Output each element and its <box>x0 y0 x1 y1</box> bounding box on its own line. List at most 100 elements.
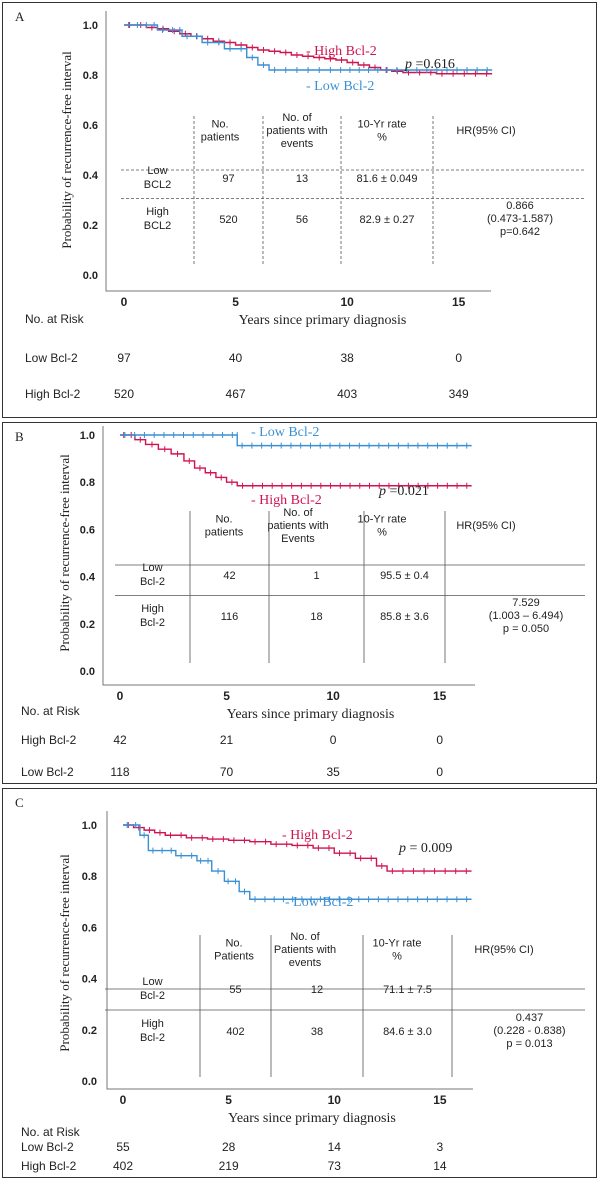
table-header: 10-Yr rate% <box>373 938 422 963</box>
y-tick-label: 0.0 <box>80 666 95 678</box>
table-cell: 95.5 ± 0.4 <box>380 570 429 582</box>
x-axis-label: Years since primary diagnosis <box>239 313 407 328</box>
y-tick-label: 1.0 <box>83 20 98 32</box>
x-tick-label: 0 <box>117 689 124 703</box>
risk-table-title: No. at Risk <box>21 704 81 718</box>
table-cell: 81.6 ± 0.049 <box>356 173 417 185</box>
table-header: 10-Yr rate% <box>358 119 407 144</box>
high-bcl2-label: - High Bcl-2 <box>251 493 322 508</box>
low-bcl2-curve <box>123 824 472 900</box>
table-cell: 55 <box>229 984 241 996</box>
risk-value: 14 <box>433 1159 447 1173</box>
table-row-label: High BCL2 <box>144 206 172 232</box>
y-tick-label: 0.8 <box>83 70 98 82</box>
x-tick-label: 5 <box>225 1093 232 1107</box>
table-header: HR(95% CI) <box>456 125 515 137</box>
y-tick-label: 0.4 <box>83 170 99 182</box>
y-tick-label: 1.0 <box>82 820 97 832</box>
table-row-label: High Bcl-2 <box>140 1018 165 1044</box>
risk-value: 40 <box>229 351 243 365</box>
table-cell: 12 <box>311 984 323 996</box>
risk-value: 403 <box>337 387 357 401</box>
risk-value: 118 <box>110 765 129 779</box>
y-tick-label: 0.4 <box>82 974 98 986</box>
table-header: HR(95% CI) <box>456 520 515 532</box>
y-tick-label: 0.8 <box>80 477 95 489</box>
panel-label: A <box>15 9 25 24</box>
high-bcl2-curve <box>120 434 472 487</box>
x-tick-label: 10 <box>340 295 354 309</box>
y-tick-label: 0.0 <box>83 270 98 282</box>
y-tick-label: 0.8 <box>82 871 97 883</box>
panel-a: A 0.0 0.2 0.4 0.6 0.8 1.0 0 5 10 15 Years since pri… <box>2 2 597 418</box>
low-bcl2-label: - Low Bcl-2 <box>285 895 353 910</box>
table-header: HR(95% CI) <box>474 944 533 956</box>
x-tick-label: 10 <box>328 1093 342 1107</box>
risk-value: 14 <box>328 1140 342 1154</box>
x-axis-label: Years since primary diagnosis <box>227 707 395 722</box>
table-header: No. patients <box>205 514 244 539</box>
risk-value: 38 <box>340 351 354 365</box>
y-tick-label: 0.6 <box>80 524 95 536</box>
risk-table-title: No. at Risk <box>25 312 85 326</box>
panel-label: B <box>15 429 24 444</box>
risk-row-label: Low Bcl-2 <box>21 1140 74 1154</box>
table-cell: 85.8 ± 3.6 <box>380 611 429 623</box>
low-bcl2-label: - Low Bcl-2 <box>306 79 374 94</box>
table-header: 10-Yr rate% <box>358 514 407 539</box>
risk-value: 0 <box>330 733 337 747</box>
x-axis-label: Years since primary diagnosis <box>228 1111 396 1126</box>
risk-value: 70 <box>220 765 234 779</box>
y-tick-label: 0.2 <box>82 1025 97 1037</box>
x-tick-label: 15 <box>452 295 466 309</box>
risk-value: 42 <box>113 733 127 747</box>
y-tick-label: 1.0 <box>80 430 95 442</box>
risk-value: 0 <box>436 733 443 747</box>
x-tick-label: 5 <box>232 295 239 309</box>
table-cell: 1 <box>313 570 319 582</box>
risk-value: 219 <box>219 1159 239 1173</box>
table-cell: 18 <box>310 611 322 623</box>
x-tick-label: 0 <box>120 1093 127 1107</box>
table-cell: 116 <box>221 611 239 623</box>
low-bcl2-label: - Low Bcl-2 <box>251 425 319 440</box>
hazard-ratio: 0.866 (0.473-1.587) p=0.642 <box>487 200 553 238</box>
risk-row-label: High Bcl-2 <box>25 387 81 401</box>
high-bcl2-label: - High Bcl-2 <box>306 44 377 59</box>
risk-value: 35 <box>326 765 340 779</box>
low-bcl2-curve <box>120 434 472 447</box>
high-bcl2-label: - High Bcl-2 <box>282 828 353 843</box>
x-tick-label: 5 <box>223 689 230 703</box>
risk-value: 73 <box>328 1159 342 1173</box>
km-chart-c: C 0.0 0.2 0.4 0.6 0.8 1.0 0 5 10 15 Years since pri… <box>15 795 585 1173</box>
y-axis-label: Probability of recurrence-free interval <box>57 454 72 652</box>
table-cell: 42 <box>223 570 235 582</box>
table-cell: 13 <box>296 173 308 185</box>
hazard-ratio: 0.437 (0.228 - 0.838) p = 0.013 <box>493 1012 565 1050</box>
high-bcl2-curve <box>123 824 472 872</box>
risk-table-title: No. at Risk <box>21 1125 81 1139</box>
y-tick-label: 0.2 <box>80 619 95 631</box>
table-header: No. Patients <box>214 938 254 963</box>
panel-label: C <box>15 795 24 810</box>
table-header: No. of patients with events <box>266 112 327 150</box>
table-cell: 84.6 ± 3.0 <box>383 1026 432 1038</box>
x-tick-label: 15 <box>433 1093 447 1107</box>
p-value: p =0.021 <box>378 484 429 499</box>
x-tick-label: 10 <box>326 689 340 703</box>
table-cell: 520 <box>219 214 237 226</box>
risk-row-label: Low Bcl-2 <box>25 351 78 365</box>
table-row-label: Low Bcl-2 <box>140 976 165 1002</box>
axis-frame <box>106 811 473 1090</box>
risk-row-label: High Bcl-2 <box>21 1159 77 1173</box>
table-cell: 97 <box>222 173 234 185</box>
risk-value: 467 <box>226 387 246 401</box>
y-axis-label: Probability of recurrence-free interval <box>59 51 74 249</box>
p-value: p = 0.009 <box>398 841 452 856</box>
risk-value: 28 <box>222 1140 236 1154</box>
table-header: No. of patients with Events <box>267 507 328 545</box>
risk-value: 520 <box>114 387 134 401</box>
table-header: No. patients <box>201 119 240 144</box>
table-cell: 82.9 ± 0.27 <box>360 214 415 226</box>
